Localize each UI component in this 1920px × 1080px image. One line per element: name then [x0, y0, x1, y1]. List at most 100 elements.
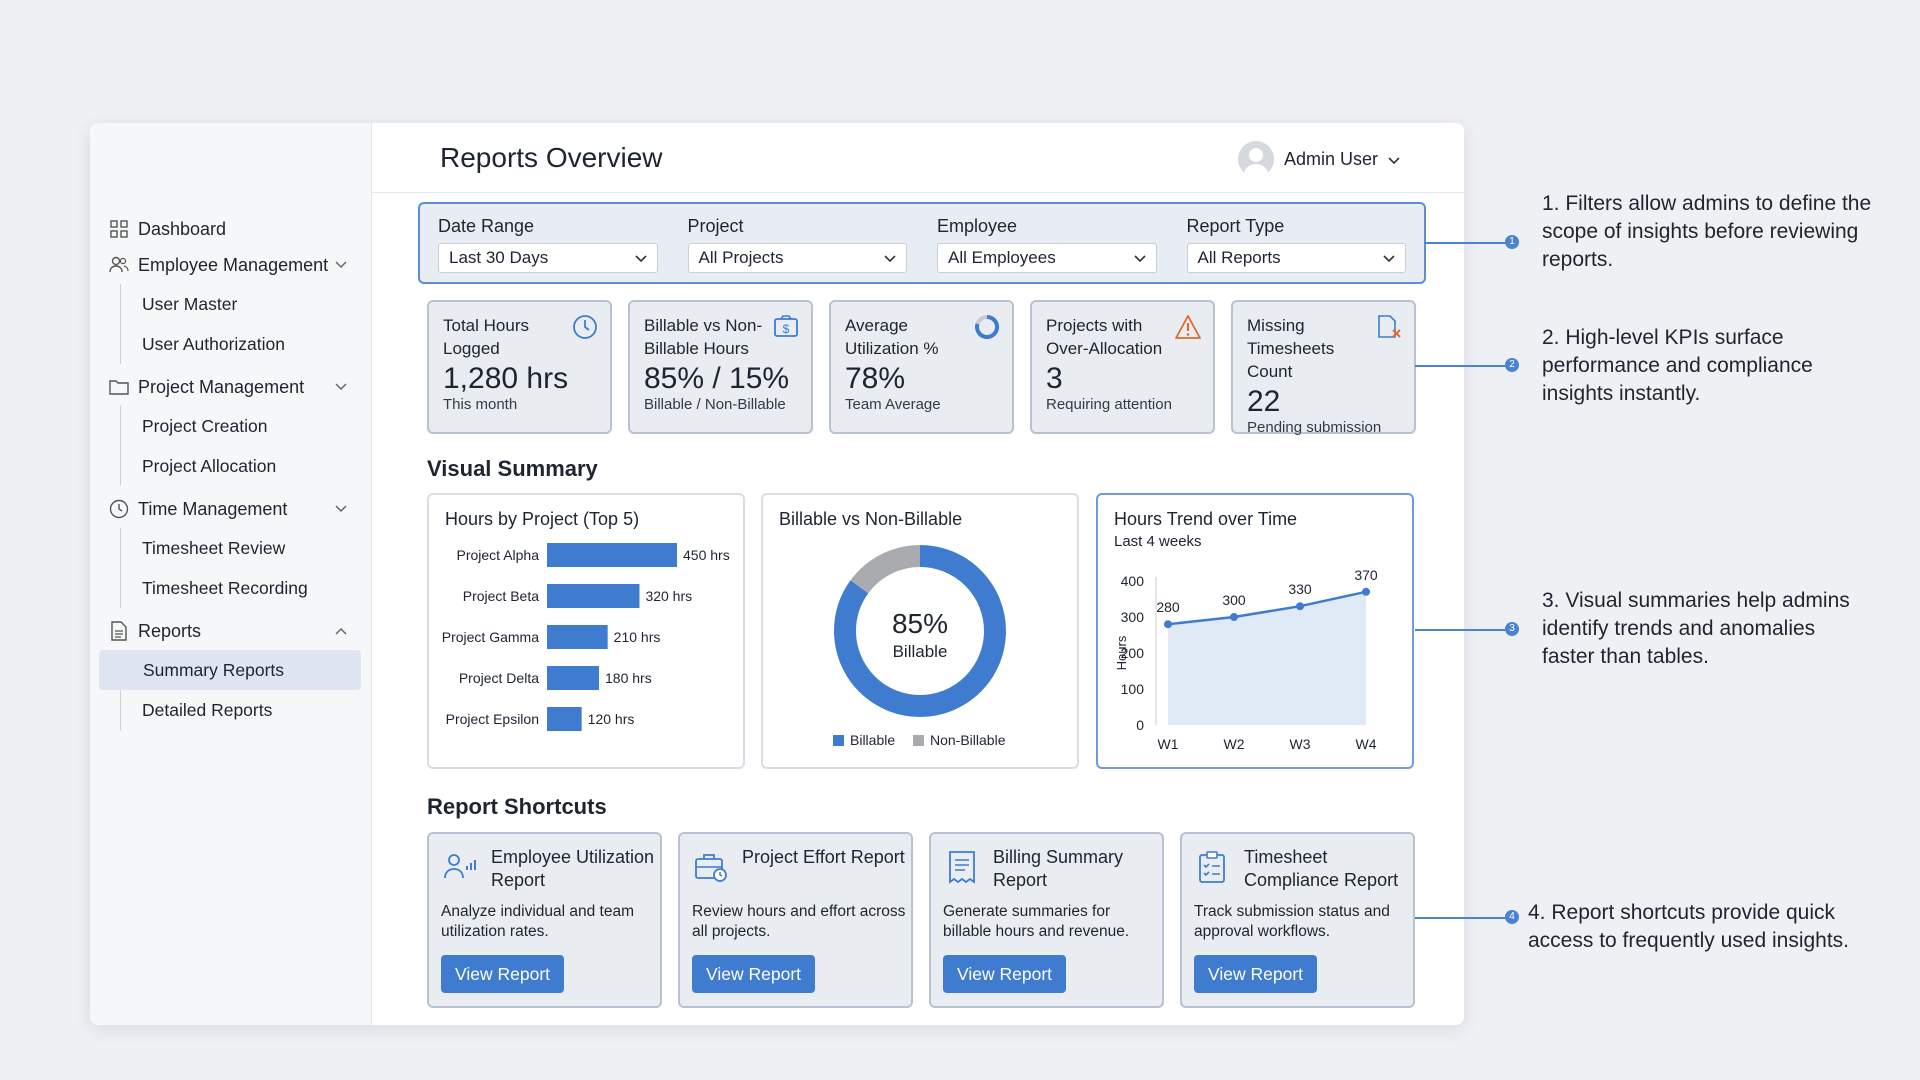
chevron-down-icon [333, 257, 349, 273]
submenu: Project Creation Project Allocation [120, 406, 371, 486]
filter-date-range: Date Range Last 30 Days [438, 216, 658, 273]
shortcut-description: Track submission status and approval wor… [1194, 903, 1390, 940]
callout-connector [1415, 917, 1512, 919]
svg-text:$: $ [783, 322, 790, 336]
kpi-title: Average Utilization % [845, 316, 939, 358]
select-value: Last 30 Days [449, 248, 549, 267]
sidebar-item-timesheet-review[interactable]: Timesheet Review [142, 538, 286, 558]
legend-swatch [833, 735, 844, 746]
trend-point [1362, 587, 1370, 596]
bar-value-label: 320 hrs [645, 588, 692, 604]
employee-select[interactable]: All Employees [937, 243, 1157, 273]
topbar: Reports Overview Admin User [372, 123, 1464, 193]
page-title: Reports Overview [440, 141, 663, 173]
chart-subtitle: Last 4 weeks [1114, 533, 1202, 550]
kpi-subtitle: Team Average [845, 396, 941, 413]
sidebar: Dashboard Employee Management User Maste… [90, 123, 372, 1025]
callout-marker: 3 [1505, 622, 1519, 636]
chevron-down-icon [884, 248, 896, 268]
shortcut-billing-summary: Billing Summary Report Generate summarie… [929, 832, 1164, 1008]
callout-connector [1415, 365, 1512, 367]
chevron-down-icon [634, 248, 647, 268]
trend-chart-svg: 0 100 200 300 400 Hours 280 W1 300 W2 330 W3 370 W4 [1114, 567, 1378, 752]
date-range-select[interactable]: Last 30 Days [438, 243, 658, 273]
callout-marker: 4 [1505, 910, 1519, 924]
kpi-value: 3 [1046, 362, 1063, 395]
trend-value-label: 370 [1354, 567, 1378, 583]
hours-by-project-chart: Hours by Project (Top 5) Project Alpha 45… [427, 493, 745, 769]
sidebar-item-label: Dashboard [138, 218, 227, 239]
legend-label: Non-Billable [930, 732, 1006, 748]
clipboard-check-icon [1196, 850, 1230, 884]
callout-text: 1. Filters allow admins to define the sc… [1542, 192, 1872, 271]
kpi-subtitle: This month [443, 396, 518, 413]
donut-center-value: 85% [892, 608, 948, 639]
bar-category-label: Project Epsilon [446, 711, 539, 727]
view-report-button[interactable]: View Report [1194, 955, 1318, 993]
chart-title: Hours by Project (Top 5) [445, 509, 640, 529]
user-chart-icon [443, 850, 477, 884]
grid-icon [108, 218, 130, 240]
sidebar-item-employee-management[interactable]: Employee Management [100, 250, 361, 280]
main-content: Reports Overview Admin User Date Range L… [372, 123, 1464, 1025]
donut-center-label: Billable [893, 642, 948, 661]
y-tick-label: 200 [1121, 645, 1145, 661]
bar-category-label: Project Delta [459, 670, 539, 686]
sidebar-item-label: Reports [138, 620, 202, 641]
sidebar-item-user-authorization[interactable]: User Authorization [142, 334, 285, 354]
view-report-button[interactable]: View Report [692, 955, 816, 993]
shortcut-employee-utilization: Employee Utilization Report Analyze indi… [427, 832, 662, 1008]
callout-connector [1415, 629, 1512, 631]
trend-point [1230, 613, 1238, 621]
chart-title: Hours Trend over Time [1114, 509, 1298, 529]
sidebar-item-project-creation[interactable]: Project Creation [142, 416, 268, 436]
report-type-select[interactable]: All Reports [1186, 243, 1406, 273]
view-report-button[interactable]: View Report [943, 955, 1067, 993]
user-menu[interactable]: Admin User [1237, 141, 1400, 177]
trend-value-label: 330 [1288, 581, 1312, 597]
trend-area [1168, 591, 1366, 725]
legend-swatch [913, 735, 924, 746]
callout-text: 3. Visual summaries help admins identify… [1542, 589, 1850, 668]
project-select[interactable]: All Projects [687, 243, 907, 273]
trend-point [1296, 602, 1304, 611]
callout-marker: 1 [1505, 235, 1519, 249]
kpi-value: 22 [1247, 385, 1281, 418]
chevron-down-icon [1383, 248, 1395, 268]
user-name: Admin User [1283, 148, 1378, 169]
donut-chart-svg: 85% Billable Billable Non-Billable [833, 545, 1006, 748]
sidebar-item-summary-reports[interactable]: Summary Reports [99, 650, 361, 690]
sidebar-item-project-allocation[interactable]: Project Allocation [142, 456, 277, 476]
kpi-subtitle: Pending submission [1247, 419, 1382, 436]
sidebar-item-label: Time Management [138, 498, 288, 519]
submenu: Summary Reports Detailed Reports [99, 650, 371, 730]
sidebar-item-time-management[interactable]: Time Management [100, 494, 361, 524]
sidebar-item-dashboard[interactable]: Dashboard [100, 214, 361, 244]
missing-file-icon [1376, 314, 1402, 340]
sidebar-item-reports[interactable]: Reports [100, 616, 361, 646]
shortcut-description: Analyze individual and team utilization … [441, 903, 635, 940]
shortcut-description: Review hours and effort across all proje… [692, 903, 906, 940]
kpi-row: Total Hours Logged 1,280 hrs This month … [427, 300, 1416, 436]
bar [547, 707, 582, 731]
filter-label: Report Type [1186, 216, 1285, 236]
document-icon [108, 620, 130, 642]
sidebar-item-user-master[interactable]: User Master [142, 294, 238, 314]
select-value: All Reports [1197, 248, 1281, 267]
trend-point [1164, 620, 1172, 629]
kpi-card-utilization: Average Utilization % 78% Team Average [829, 300, 1014, 434]
avatar [1237, 141, 1274, 177]
view-report-button[interactable]: View Report [441, 955, 565, 993]
sidebar-item-label: Project Management [138, 376, 305, 397]
sidebar-group-employee-management: Employee Management User Master User Aut… [90, 250, 371, 364]
billable-donut-chart: Billable vs Non-Billable 85% Billable Bill… [761, 493, 1079, 769]
sidebar-group-project-management: Project Management Project Creation Proj… [90, 372, 371, 486]
sidebar-item-detailed-reports[interactable]: Detailed Reports [142, 700, 273, 720]
bar-value-label: 450 hrs [683, 547, 730, 563]
kpi-value: 85% / 15% [644, 362, 790, 395]
sidebar-item-timesheet-recording[interactable]: Timesheet Recording [142, 578, 308, 598]
filter-label: Project [687, 216, 744, 236]
folder-icon [108, 376, 130, 398]
trend-value-label: 300 [1222, 592, 1246, 608]
sidebar-item-project-management[interactable]: Project Management [100, 372, 361, 402]
